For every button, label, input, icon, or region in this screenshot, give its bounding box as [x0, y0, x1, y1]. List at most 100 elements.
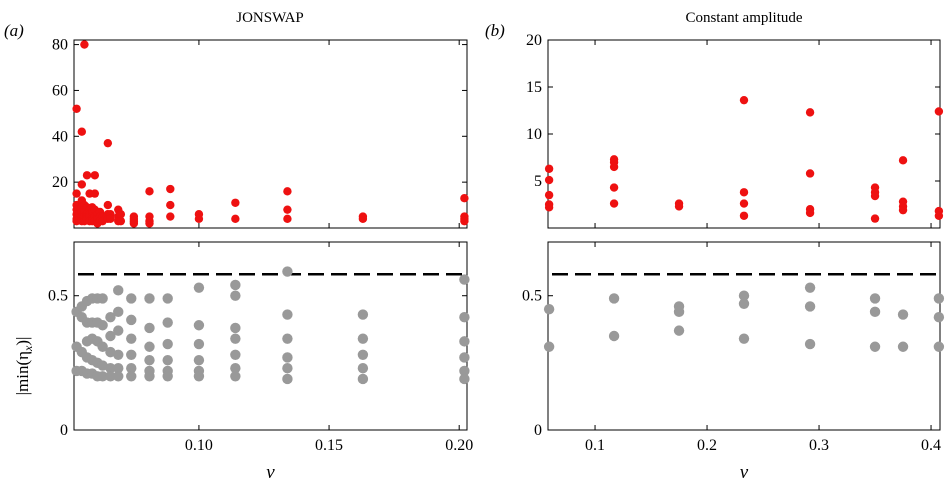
data-point-red	[145, 219, 154, 228]
data-point-gray	[282, 352, 293, 363]
data-point-gray	[543, 341, 555, 352]
data-point-gray	[608, 293, 620, 304]
data-point-red	[82, 171, 92, 180]
y-tick-label: 0	[534, 422, 542, 439]
data-point-gray	[144, 354, 155, 366]
y-tick-label: 20	[52, 174, 68, 191]
axes-frame-bottom	[73, 241, 468, 431]
data-point-red	[460, 193, 469, 203]
data-point-gray	[282, 363, 293, 374]
data-point-red	[898, 205, 908, 215]
data-point-gray	[144, 293, 155, 304]
data-point-red	[103, 200, 113, 210]
data-point-gray	[105, 346, 116, 358]
data-point-gray	[230, 333, 241, 344]
data-point-red	[90, 189, 100, 198]
data-point-red	[934, 211, 944, 220]
x-tick-label: 0.10	[185, 437, 213, 454]
data-point-gray	[230, 290, 241, 301]
data-point-red	[739, 211, 749, 220]
data-point-red	[739, 188, 749, 197]
data-point-gray	[738, 333, 750, 344]
data-point-gray	[608, 330, 620, 342]
y-axis-label-subscript: x	[21, 345, 35, 352]
data-point-red	[358, 214, 368, 224]
data-point-gray	[193, 371, 205, 382]
axes-frame-bottom	[547, 241, 941, 431]
data-point-red	[805, 169, 815, 178]
data-point-red	[194, 214, 204, 224]
y-tick-label: 5	[534, 173, 542, 190]
data-point-gray	[113, 371, 124, 382]
data-point-gray	[933, 312, 945, 323]
data-point-red	[116, 216, 126, 226]
data-point-gray	[459, 336, 470, 347]
y-axis-label-main: |min(η	[13, 351, 32, 395]
data-point-gray	[459, 274, 470, 285]
data-point-gray	[126, 371, 137, 382]
y-axis-label-end: )|	[13, 337, 32, 346]
y-tick-label: 40	[52, 128, 68, 145]
data-point-gray	[933, 341, 945, 352]
data-point-gray	[144, 341, 155, 352]
data-point-red	[674, 202, 684, 211]
data-point-gray	[162, 354, 173, 366]
data-point-gray	[162, 371, 173, 382]
data-point-gray	[105, 371, 116, 382]
axes-frame-top	[73, 39, 468, 229]
data-point-red	[609, 199, 619, 208]
data-point-gray	[97, 320, 108, 331]
data-point-gray	[144, 371, 155, 382]
panel-title: JONSWAP	[236, 10, 304, 26]
data-point-red	[103, 138, 113, 148]
data-point-gray	[357, 333, 369, 344]
data-point-red	[609, 183, 619, 192]
data-point-gray	[459, 365, 470, 377]
data-point-gray	[230, 349, 241, 360]
data-point-red	[609, 162, 619, 172]
y-tick-label: 80	[52, 37, 68, 54]
data-point-red	[544, 190, 554, 200]
y-tick-label: 15	[526, 79, 542, 96]
data-point-gray	[357, 349, 369, 360]
panel-title: Constant amplitude	[685, 10, 802, 26]
data-point-red	[739, 199, 749, 208]
data-point-gray	[126, 349, 137, 360]
data-point-red	[145, 187, 154, 196]
data-point-red	[898, 156, 908, 165]
data-point-gray	[804, 282, 816, 293]
y-tick-label: 0.5	[522, 288, 542, 305]
data-point-red	[231, 214, 240, 224]
data-point-red	[460, 216, 469, 226]
data-point-gray	[97, 360, 108, 371]
data-point-gray	[869, 293, 881, 304]
data-point-gray	[933, 293, 945, 304]
y-tick-label: 60	[52, 82, 68, 99]
data-point-red	[870, 214, 880, 223]
data-point-gray	[357, 373, 369, 385]
data-point-gray	[105, 312, 116, 323]
data-point-red	[166, 200, 175, 210]
data-point-red	[72, 104, 81, 113]
data-point-gray	[897, 309, 909, 320]
x-axis-label: ν	[740, 462, 749, 483]
data-point-red	[805, 108, 815, 117]
data-point-gray	[282, 309, 293, 320]
y-tick-label: 0	[60, 422, 68, 439]
data-point-gray	[459, 373, 470, 385]
data-point-gray	[113, 285, 124, 296]
y-tick-label: 20	[526, 32, 542, 49]
data-point-gray	[126, 363, 137, 374]
data-point-gray	[357, 363, 369, 374]
data-point-gray	[282, 266, 293, 277]
data-point-red	[283, 214, 292, 224]
data-point-red	[116, 210, 126, 219]
data-point-gray	[126, 293, 137, 304]
y-axis-label: |min(ηx)|	[13, 337, 35, 396]
data-point-gray	[804, 301, 816, 312]
data-point-red	[870, 191, 880, 201]
data-point-red	[106, 214, 115, 224]
data-point-red	[805, 208, 815, 218]
data-point-gray	[105, 330, 116, 342]
data-point-red	[544, 164, 554, 173]
